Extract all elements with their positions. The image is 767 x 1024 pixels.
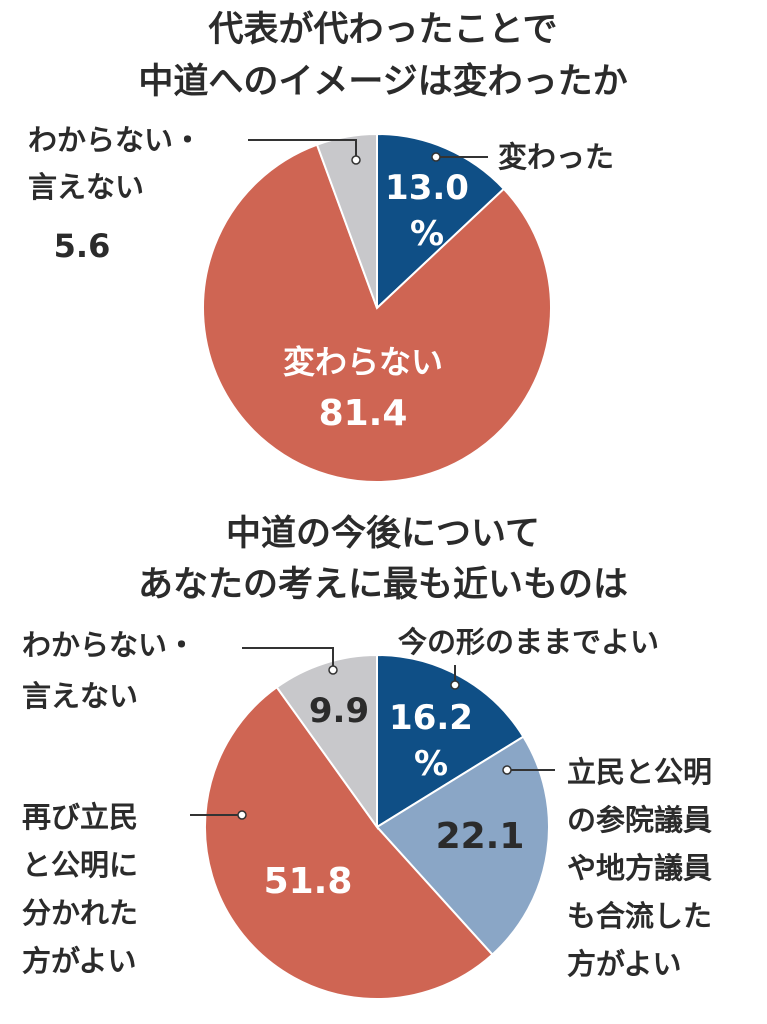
chart1-slice-3 [315, 132, 378, 309]
chart1-slice-2 [202, 143, 552, 483]
chart2-leader-dot-split [237, 810, 247, 820]
chart2-leader-dot-keep [450, 680, 460, 690]
chart1-value-unknown: 5.6 [54, 227, 111, 265]
chart1-title-line1: 代表が代わったことで [208, 10, 558, 50]
chart2-slice-2 [375, 735, 550, 956]
chart2-slice-4 [275, 653, 378, 831]
chart2-label-split-line2: と公明に [22, 848, 138, 882]
chart2-label-split-line3: 分かれた [22, 896, 138, 930]
chart2-value-merge: 22.1 [436, 816, 525, 857]
chart1-leader-dot-changed [431, 152, 441, 162]
chart2-title-line1: 中道の今後について [226, 514, 540, 554]
chart2-leader-unknown [242, 647, 334, 670]
chart1-label-unknown-line2: 言えない [28, 170, 144, 204]
chart2-value-unknown: 9.9 [309, 691, 369, 731]
chart1-leader-dot-unknown [351, 155, 361, 165]
chart2-label-merge-line2: の参院議員 [567, 803, 712, 837]
chart2-slice-1 [376, 653, 525, 829]
chart2-slice-3 [203, 685, 494, 1000]
chart1-pie [202, 132, 552, 483]
chart1-value-unchanged: 81.4 [319, 393, 408, 434]
chart1-label-changed: 変わった [498, 140, 614, 174]
chart2-label-split-line1: 再び立民 [22, 800, 138, 834]
chart2-leader-dot-merge [502, 765, 512, 775]
chart2-label-split-line4: 方がよい [22, 944, 137, 978]
chart2-label-unknown-line2: 言えない [22, 679, 138, 713]
chart1-label-unknown-line1: わからない・ [28, 123, 202, 157]
chart2-label-keep: 今の形のままでよい [398, 625, 659, 659]
chart2-leader-dot-unknown [328, 665, 338, 675]
chart2-label-merge-line3: や地方議員 [567, 851, 712, 885]
chart1-leader-unknown [248, 139, 357, 160]
chart2-pie [203, 653, 550, 1000]
chart1-unit-changed: % [410, 214, 444, 254]
chart2-label-merge-line5: 方がよい [567, 947, 682, 981]
chart2-title-line2: あなたの考えに最も近いものは [138, 565, 628, 605]
chart1-label-unchanged: 変わらない [283, 343, 443, 381]
chart2-label-unknown-line1: わからない・ [22, 628, 196, 662]
chart2-label-merge-line4: も合流した [567, 899, 712, 933]
chart2-value-split: 51.8 [264, 861, 353, 902]
chart1-title-line2: 中道へのイメージは変わったか [138, 61, 627, 102]
chart1-value-changed: 13.0 [385, 168, 469, 208]
chart2-label-merge-line1: 立民と公明 [567, 755, 712, 789]
chart2-value-keep: 16.2 [389, 698, 473, 738]
chart1-slice-1 [376, 132, 506, 311]
chart2-unit-keep: % [414, 744, 448, 784]
